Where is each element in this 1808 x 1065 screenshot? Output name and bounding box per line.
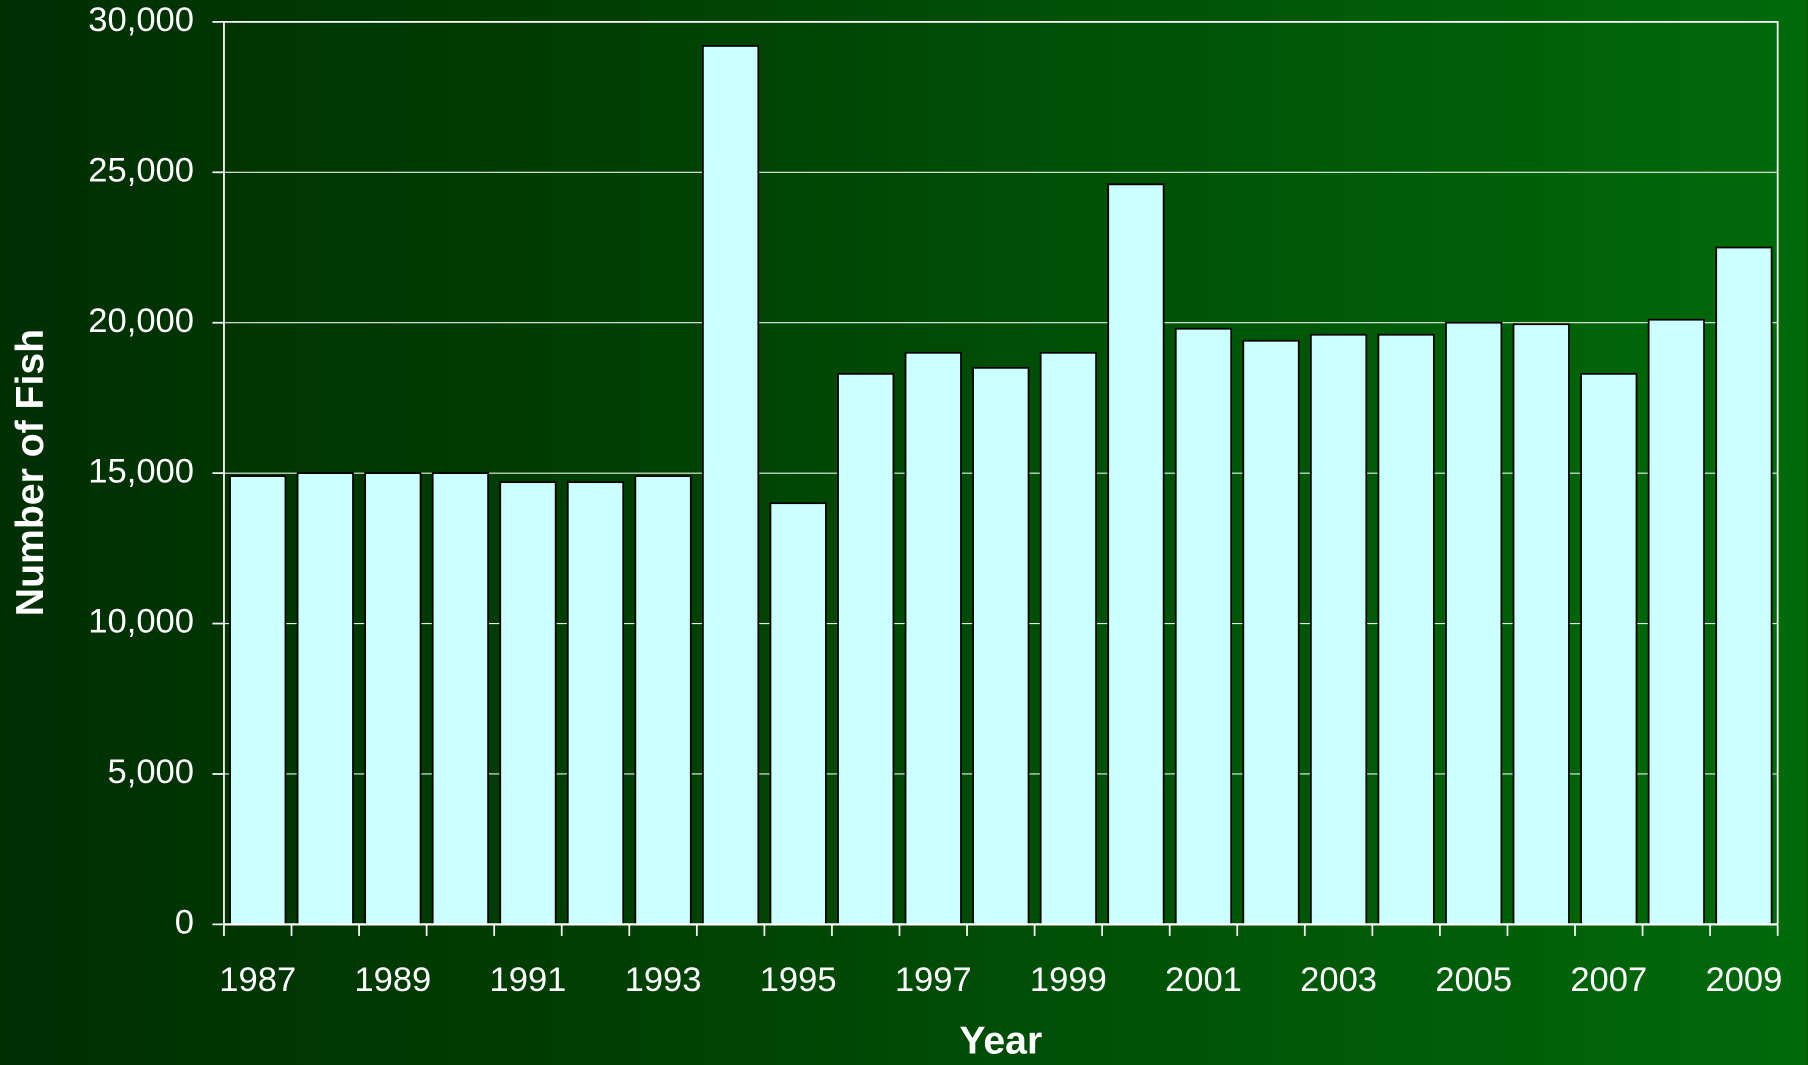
x-tick-label: 2001 bbox=[1165, 961, 1242, 999]
y-tick-label: 30,000 bbox=[88, 1, 194, 39]
x-tick-label: 1999 bbox=[1030, 961, 1107, 999]
x-tick-label: 1993 bbox=[625, 961, 702, 999]
x-tick-label: 2009 bbox=[1705, 961, 1782, 999]
bar bbox=[1310, 333, 1368, 926]
bar bbox=[499, 481, 557, 926]
bar bbox=[972, 366, 1030, 926]
y-tick-label: 10,000 bbox=[88, 603, 194, 641]
bar bbox=[229, 475, 287, 926]
x-tick-label: 2007 bbox=[1570, 961, 1647, 999]
x-axis-title: Year bbox=[959, 1019, 1042, 1062]
bar bbox=[1107, 183, 1165, 926]
x-tick-label: 2003 bbox=[1300, 961, 1377, 999]
bar bbox=[904, 351, 962, 926]
x-tick-label: 1987 bbox=[219, 961, 296, 999]
bar bbox=[296, 472, 354, 926]
bar bbox=[1512, 323, 1570, 926]
bar bbox=[566, 481, 625, 926]
bar bbox=[1445, 321, 1503, 926]
bar bbox=[634, 475, 692, 926]
bar bbox=[1647, 318, 1705, 926]
y-tick-label: 0 bbox=[175, 904, 194, 942]
y-tick-label: 20,000 bbox=[88, 302, 194, 340]
bar bbox=[1242, 339, 1300, 926]
y-tick-label: 25,000 bbox=[88, 151, 194, 189]
y-tick-label: 15,000 bbox=[88, 452, 194, 490]
bar bbox=[364, 472, 422, 926]
y-axis-title: Number of Fish bbox=[9, 329, 52, 616]
bar bbox=[1174, 327, 1233, 926]
bar bbox=[1377, 333, 1435, 926]
bar bbox=[769, 502, 827, 926]
x-tick-label: 2005 bbox=[1435, 961, 1512, 999]
bar bbox=[1580, 373, 1638, 926]
x-tick-label: 1995 bbox=[760, 961, 837, 999]
bar bbox=[1715, 246, 1773, 926]
bar bbox=[702, 45, 760, 926]
x-tick-label: 1989 bbox=[354, 961, 431, 999]
bar bbox=[431, 472, 489, 926]
x-tick-label: 1991 bbox=[490, 961, 567, 999]
y-tick-label: 5,000 bbox=[108, 753, 195, 791]
bar bbox=[1039, 351, 1097, 926]
x-tick-label: 1997 bbox=[895, 961, 972, 999]
bar bbox=[837, 373, 895, 926]
